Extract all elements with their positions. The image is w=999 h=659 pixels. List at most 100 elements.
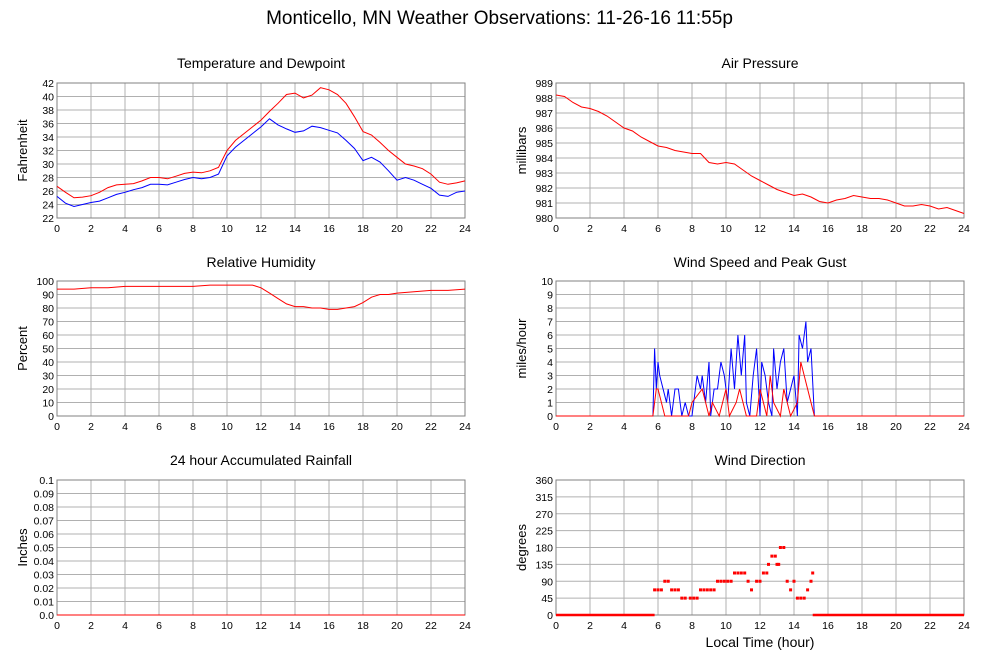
x-tick-label: 2 — [88, 421, 94, 433]
data-point — [743, 571, 747, 575]
y-tick-label: 28 — [42, 173, 54, 185]
y-tick-label: 38 — [42, 105, 54, 117]
y-tick-label: 0.02 — [34, 583, 55, 595]
plot-frame — [56, 82, 466, 219]
x-tick-label: 20 — [391, 421, 403, 433]
y-tick-label: 24 — [42, 200, 54, 212]
y-tick-label: 986 — [535, 123, 553, 135]
x-tick-label: 2 — [88, 620, 94, 632]
x-tick-label: 24 — [459, 620, 471, 632]
x-tick-label: 14 — [289, 223, 301, 235]
y-tick-label: 26 — [42, 186, 54, 198]
y-tick-label: 225 — [535, 526, 553, 538]
y-tick-label: 985 — [535, 138, 553, 150]
y-tick-label: 8 — [547, 303, 553, 315]
x-tick-label: 20 — [391, 620, 403, 632]
series-line-pressure-0 — [555, 94, 965, 214]
x-tick-label: 4 — [621, 223, 627, 235]
data-point — [653, 588, 657, 592]
data-point — [811, 571, 815, 575]
data-point — [712, 588, 716, 592]
data-point — [746, 579, 750, 583]
x-tick-label: 8 — [190, 620, 196, 632]
chart-title-humidity: Relative Humidity — [207, 254, 316, 270]
data-point — [773, 554, 777, 558]
y-tick-label: 270 — [535, 509, 553, 521]
y-tick-label: 9 — [547, 290, 553, 302]
data-point — [733, 571, 736, 575]
data-point — [802, 596, 806, 600]
x-tick-label: 0 — [553, 421, 559, 433]
x-tick-label: 18 — [357, 620, 369, 632]
y-tick-label: 40 — [42, 357, 54, 369]
x-tick-label: 4 — [122, 421, 128, 433]
x-tick-label: 18 — [357, 421, 369, 433]
data-point — [683, 596, 687, 600]
y-tick-label: 0.06 — [34, 529, 55, 541]
x-tick-label: 6 — [655, 620, 661, 632]
data-point — [659, 588, 663, 592]
series-line-temp-1 — [56, 118, 466, 208]
data-point — [799, 596, 803, 600]
x-tick-label: 2 — [587, 620, 593, 632]
y-tick-label: 4 — [547, 357, 553, 369]
x-tick-label: 8 — [689, 421, 695, 433]
data-point — [736, 571, 740, 575]
x-tick-label: 16 — [323, 223, 335, 235]
y-tick-label: 22 — [42, 213, 54, 225]
y-axis-label-rain: Inches — [15, 528, 30, 567]
data-point — [666, 579, 670, 583]
x-tick-label: 16 — [822, 223, 834, 235]
y-tick-label: 180 — [535, 543, 553, 555]
data-point — [792, 579, 796, 583]
data-point — [750, 588, 753, 592]
y-tick-label: 982 — [535, 183, 553, 195]
y-tick-label: 70 — [42, 317, 54, 329]
x-tick-label: 0 — [54, 620, 60, 632]
data-point — [673, 588, 677, 592]
y-tick-label: 360 — [535, 475, 553, 487]
data-point — [688, 596, 692, 600]
data-point — [670, 588, 674, 592]
x-tick-label: 20 — [890, 620, 902, 632]
x-tick-label: 24 — [958, 421, 970, 433]
data-point — [809, 579, 813, 583]
x-tick-label: 10 — [720, 223, 732, 235]
data-point — [795, 596, 799, 600]
x-tick-label: 4 — [122, 223, 128, 235]
data-point — [739, 571, 743, 575]
plot-frame — [555, 82, 965, 219]
data-point — [699, 588, 702, 592]
x-tick-label: 0 — [54, 223, 60, 235]
y-axis-label-temp: Fahrenheit — [15, 119, 30, 182]
series-line-wind-1 — [556, 361, 964, 418]
y-tick-label: 0.09 — [34, 489, 55, 501]
plot-frame — [56, 280, 466, 417]
chart-title-direction: Wind Direction — [714, 452, 805, 468]
x-tick-label: 4 — [122, 620, 128, 632]
x-tick-label: 22 — [924, 421, 936, 433]
y-tick-label: 90 — [541, 576, 553, 588]
y-tick-label: 45 — [541, 593, 553, 605]
x-axis-label-direction: Local Time (hour) — [705, 634, 815, 650]
y-tick-label: 60 — [42, 330, 54, 342]
x-tick-label: 18 — [856, 223, 868, 235]
y-tick-label: 983 — [535, 168, 553, 180]
data-point — [767, 562, 770, 566]
y-tick-label: 3 — [547, 371, 553, 383]
y-tick-label: 7 — [547, 317, 553, 329]
y-tick-label: 20 — [42, 384, 54, 396]
chart-title-pressure: Air Pressure — [721, 55, 798, 71]
x-tick-label: 14 — [788, 620, 800, 632]
series-line-humidity-0 — [57, 284, 466, 310]
y-tick-label: 987 — [535, 108, 553, 120]
y-tick-label: 10 — [541, 276, 553, 288]
y-tick-label: 6 — [547, 330, 553, 342]
x-tick-label: 20 — [391, 223, 403, 235]
x-tick-label: 24 — [958, 223, 970, 235]
y-tick-label: 5 — [547, 344, 553, 356]
